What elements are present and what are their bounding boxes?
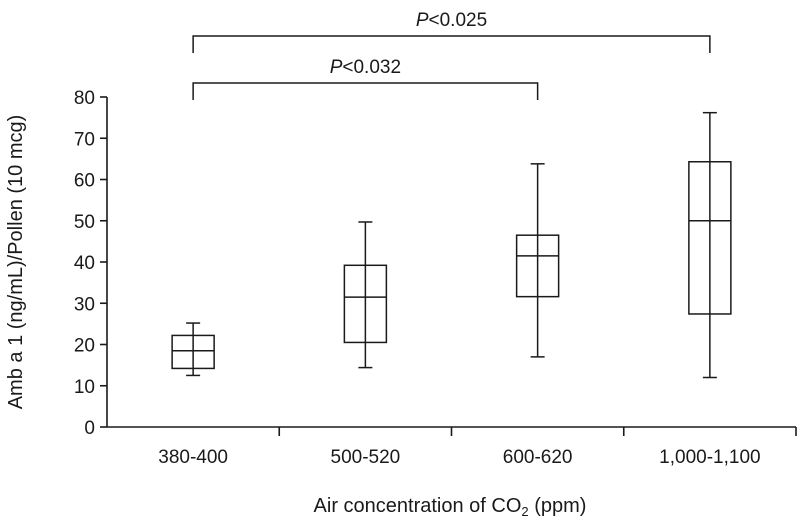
box-600-620 [515,163,560,358]
y-tick-label: 70 [74,129,95,150]
box-500-520 [343,221,388,369]
x-tick-label: 380-400 [158,447,228,468]
x-axis: 380-400 500-520 600-620 1,000-1,100 [107,426,797,468]
box-380-400 [171,322,215,377]
bracket-line [192,82,539,100]
x-axis-label: Air concentration of CO2 (ppm) [314,495,587,519]
y-tick-label: 0 [84,418,95,439]
y-tick-label: 40 [74,253,95,274]
y-tick-label: 30 [74,294,95,315]
box-1,000-1,100 [688,111,732,379]
x-tick-label: 1,000-1,100 [659,447,760,468]
p-value: <0.025 [429,10,488,31]
p-value: <0.032 [342,57,401,78]
significance-label: P<0.025 [416,10,487,31]
significance-bracket: P<0.025 [192,10,711,53]
significance-bracket: P<0.032 [192,57,539,100]
y-tick-label: 50 [74,212,95,233]
y-axis-label: Amb a 1 (ng/mL)/Pollen (10 mcg) [5,115,27,410]
x-axis-label-prefix: Air concentration of CO [314,495,522,517]
p-symbol: P [330,57,343,78]
significance-label: P<0.032 [330,57,401,78]
x-axis-label-subscript: 2 [521,504,528,519]
bracket-line [192,35,711,53]
y-tick-label: 20 [74,336,95,357]
x-axis-label-suffix: (ppm) [529,495,587,517]
x-tick-label: 500-520 [331,447,401,468]
p-symbol: P [416,10,429,31]
y-tick-label: 80 [74,88,95,109]
box-series [171,111,732,379]
y-tick-label: 60 [74,171,95,192]
x-tick-label: 600-620 [503,447,573,468]
y-axis: 0 10 20 30 40 50 60 70 80 [74,88,108,439]
y-tick-label: 10 [74,377,95,398]
